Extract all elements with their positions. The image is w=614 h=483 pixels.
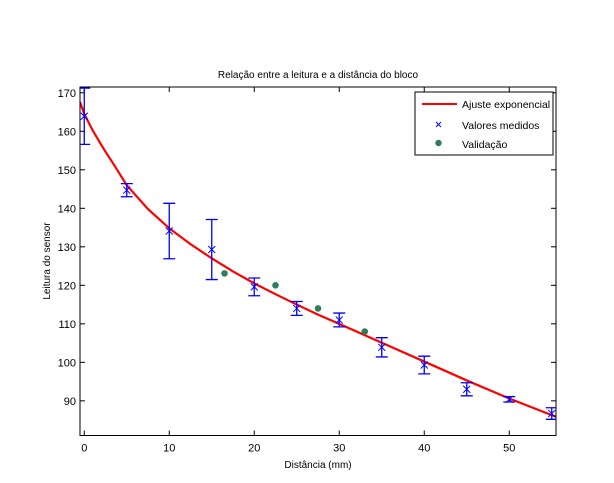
validation-point [314,305,322,312]
fit-curve-line [80,101,556,418]
measured-point [250,283,259,291]
validation-point [221,270,228,277]
measured-point [80,112,89,121]
legend-label-validation: Validação [462,139,507,151]
x-tick-label: 10 [163,443,175,455]
y-tick-label: 160 [58,126,76,138]
measured-point [547,409,556,418]
y-tick-label: 170 [58,88,76,100]
measured-point [292,304,301,313]
measured-point [165,227,174,235]
legend-marker-measured [435,121,442,128]
y-tick-label: 120 [58,280,76,292]
y-tick-label: 130 [58,242,76,254]
legend-label-measured: Valores medidos [462,120,539,132]
validation-point [361,328,369,335]
y-tick-label: 140 [58,203,76,215]
measured-point [420,361,429,369]
validation-point [272,282,279,289]
measured-point [122,186,131,195]
y-axis-label: Leitura do sensor [42,222,53,300]
x-axis-label: Distância (mm) [284,460,351,471]
y-tick-label: 150 [58,165,76,177]
x-tick-label: 50 [503,443,515,455]
chart-title: Relação entre a leitura e a distância do… [218,70,419,81]
x-tick-label: 40 [418,443,430,455]
legend-marker-validation [435,139,442,147]
axes-box [79,86,557,436]
measured-point [462,385,471,394]
y-tick-label: 100 [58,357,76,369]
x-tick-label: 0 [81,443,87,455]
plot-area: 0 10 20 30 40 50 90 100 110 120 130 140 150 160 170 [58,86,557,455]
legend-label-fit: Ajuste exponencial [462,99,550,111]
y-tick-label: 110 [58,319,76,331]
legend: Ajuste exponencial Valores medidos Valid… [414,91,554,156]
measured-point [377,343,386,352]
x-tick-label: 30 [333,443,345,455]
measured-point [505,395,514,404]
x-tick-label: 20 [248,443,260,455]
measured-point [207,245,216,254]
y-tick-label: 90 [64,396,76,408]
measured-point [335,316,344,324]
